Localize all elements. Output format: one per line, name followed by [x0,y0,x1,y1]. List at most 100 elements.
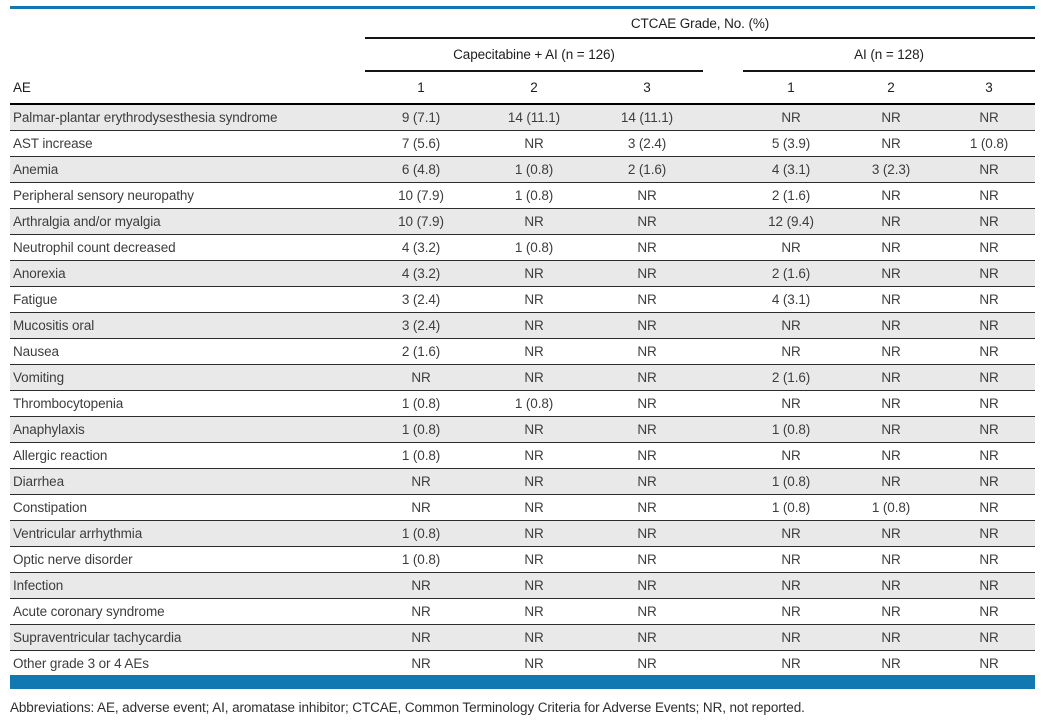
grade-value: NR [943,182,1036,209]
ae-name: Palmar-plantar erythrodysesthesia syndro… [10,104,365,131]
ae-name: Ventricular arrhythmia [10,520,365,547]
grade-value: NR [839,624,943,651]
group-gap-cell [703,520,743,547]
grade-value: NR [943,338,1036,365]
grade-value: NR [839,390,943,417]
group-header-row: Capecitabine + AI (n = 126) AI (n = 128) [10,38,1036,72]
grade-value: NR [591,650,703,677]
grade-value: 1 (0.8) [839,494,943,521]
grade-value: 1 (0.8) [743,416,839,443]
table-row: Anemia 6 (4.8) 1 (0.8) 2 (1.6) 4 (3.1) 3 (2.3… [10,156,1036,183]
ae-name: Nausea [10,338,365,365]
grade-value: 4 (3.2) [365,260,477,287]
grade-value: NR [477,312,591,339]
column-header-grade2: 2 [477,71,591,105]
grade-value: 1 (0.8) [365,442,477,469]
ae-name: Peripheral sensory neuropathy [10,182,365,209]
table-row: Infection NR NR NR NR NR NR [10,572,1036,599]
grade-value: NR [839,546,943,573]
group-gap-cell [703,182,743,209]
grade-value: 1 (0.8) [365,416,477,443]
grade-value: 10 (7.9) [365,208,477,235]
grade-value: NR [591,234,703,261]
grade-value: NR [477,260,591,287]
grade-value: 7 (5.6) [365,130,477,157]
table-row: Other grade 3 or 4 AEs NR NR NR NR NR NR [10,650,1036,677]
grade-value: 1 (0.8) [743,468,839,495]
grade-value: 3 (2.3) [839,156,943,183]
group-gap-cell [703,650,743,677]
grade-value: NR [839,468,943,495]
grade-value: NR [943,286,1036,313]
group-gap-cell [703,624,743,651]
grade-value: NR [943,546,1036,573]
ctcae-grade-header: CTCAE Grade, No. (%) [365,9,1036,39]
grade-value: NR [743,338,839,365]
grade-value: 14 (11.1) [591,104,703,131]
grade-value: NR [591,416,703,443]
grade-value: NR [743,650,839,677]
grade-value: 4 (3.1) [743,156,839,183]
grade-value: NR [943,390,1036,417]
group-gap-cell [703,468,743,495]
table-row: Diarrhea NR NR NR 1 (0.8) NR NR [10,468,1036,495]
grade-value: NR [839,182,943,209]
grade-value: NR [591,468,703,495]
grade-value: NR [477,286,591,313]
group-gap-cell [703,338,743,365]
grade-value: NR [743,104,839,131]
grade-value: NR [743,572,839,599]
grade-value: NR [743,442,839,469]
grade-value: 4 (3.2) [365,234,477,261]
top-accent-rule [10,6,1035,9]
group-header-capecitabine-ai: Capecitabine + AI (n = 126) [365,38,703,72]
table-row: Acute coronary syndrome NR NR NR NR NR NR [10,598,1036,625]
grade-value: NR [365,494,477,521]
grade-value: NR [591,260,703,287]
ae-name: Anorexia [10,260,365,287]
table-row: Ventricular arrhythmia 1 (0.8) NR NR NR NR NR [10,520,1036,547]
grade-value: NR [365,468,477,495]
ae-name: Anemia [10,156,365,183]
grade-value: 2 (1.6) [743,364,839,391]
grade-value: 2 (1.6) [743,260,839,287]
grade-value: NR [591,364,703,391]
grade-value: NR [591,338,703,365]
grade-value: NR [743,234,839,261]
grade-value: 3 (2.4) [365,286,477,313]
grade-value: NR [743,546,839,573]
grade-value: NR [591,624,703,651]
ae-name: Fatigue [10,286,365,313]
ae-name: Supraventricular tachycardia [10,624,365,651]
table-row: Optic nerve disorder 1 (0.8) NR NR NR NR NR [10,546,1036,573]
table-row: Peripheral sensory neuropathy 10 (7.9) 1 (… [10,182,1036,209]
group-gap-cell [703,130,743,157]
column-header-ae: AE [10,71,365,105]
grade-value: NR [943,624,1036,651]
group-gap [703,38,743,71]
grade-value: NR [591,182,703,209]
grade-value: 1 (0.8) [743,494,839,521]
grade-value: NR [365,650,477,677]
grade-value: NR [943,572,1036,599]
grade-value: NR [477,468,591,495]
grade-value: NR [943,364,1036,391]
grade-value: 1 (0.8) [365,520,477,547]
grade-value: 5 (3.9) [743,130,839,157]
group-gap-cell [703,572,743,599]
grade-value: 6 (4.8) [365,156,477,183]
grade-value: 14 (11.1) [477,104,591,131]
grade-value: NR [839,312,943,339]
ae-name: Neutrophil count decreased [10,234,365,261]
table-row: Anaphylaxis 1 (0.8) NR NR 1 (0.8) NR NR [10,416,1036,443]
grade-value: 1 (0.8) [943,130,1036,157]
grade-value: 1 (0.8) [477,234,591,261]
grade-value: NR [591,572,703,599]
grade-value: NR [743,312,839,339]
ae-name: Allergic reaction [10,442,365,469]
column-header-grade2: 2 [839,71,943,105]
grade-value: NR [839,598,943,625]
ae-name: Mucositis oral [10,312,365,339]
group-gap-cell [703,598,743,625]
table-row: Vomiting NR NR NR 2 (1.6) NR NR [10,364,1036,391]
